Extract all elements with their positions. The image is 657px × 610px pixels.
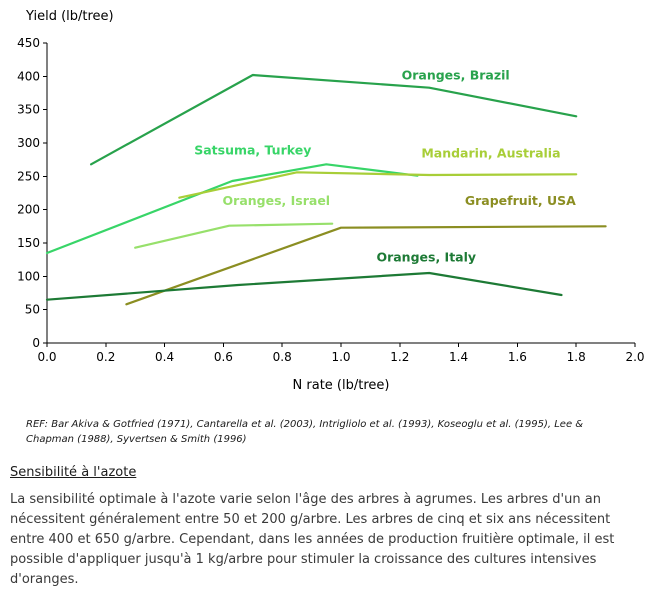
chart-title: Yield (lb/tree)	[25, 9, 114, 24]
series-label: Mandarin, Australia	[421, 146, 560, 161]
y-tick-label: 350	[17, 103, 40, 117]
series-label: Grapefruit, USA	[465, 193, 576, 208]
x-tick-label: 1.6	[508, 350, 527, 364]
x-tick-label: 0.4	[155, 350, 174, 364]
series-label: Oranges, Israel	[223, 193, 331, 208]
series-line	[89, 73, 578, 166]
series-label: Satsuma, Turkey	[194, 142, 311, 157]
series-line	[134, 222, 334, 249]
x-axis-title: N rate (lb/tree)	[293, 378, 390, 393]
series-line	[45, 163, 419, 255]
x-tick-label: 0.2	[96, 350, 115, 364]
y-tick-label: 100	[17, 269, 40, 283]
y-tick-label: 450	[17, 36, 40, 50]
x-tick-label: 0.6	[214, 350, 233, 364]
y-tick-label: 150	[17, 236, 40, 250]
y-tick-label: 200	[17, 203, 40, 217]
series-label: Oranges, Brazil	[402, 68, 510, 83]
x-tick-label: 0.0	[37, 350, 56, 364]
y-tick-label: 0	[32, 336, 40, 350]
series-line	[178, 171, 578, 199]
nitrogen-sensitivity-section: Sensibilité à l'azote La sensibilité opt…	[10, 465, 643, 590]
series-line	[45, 271, 563, 301]
yield-chart-area: Yield (lb/tree) 0 50 100 150 200 250 300 350 400 4…	[17, 9, 644, 393]
x-tick-label: 1.4	[449, 350, 468, 364]
y-tick-label: 300	[17, 136, 40, 150]
y-tick-label: 250	[17, 169, 40, 183]
references-text: REF: Bar Akiva & Gotfried (1971), Cantar…	[26, 419, 584, 445]
yield-vs-nrate-line-chart: Yield (lb/tree) 0 50 100 150 200 250 300 350 400 4…	[17, 9, 644, 393]
series-label: Oranges, Italy	[376, 250, 476, 265]
series-line	[125, 225, 607, 306]
x-tick-label: 1.0	[331, 350, 350, 364]
x-tick-label: 2.0	[625, 350, 644, 364]
x-tick-label: 1.8	[567, 350, 586, 364]
y-tick-label: 50	[25, 303, 40, 317]
section-body: La sensibilité optimale à l'azote varie …	[10, 492, 615, 588]
x-tick-label: 0.8	[273, 350, 292, 364]
x-tick-label: 1.2	[390, 350, 409, 364]
section-heading: Sensibilité à l'azote	[10, 465, 137, 480]
y-tick-label: 400	[17, 69, 40, 83]
